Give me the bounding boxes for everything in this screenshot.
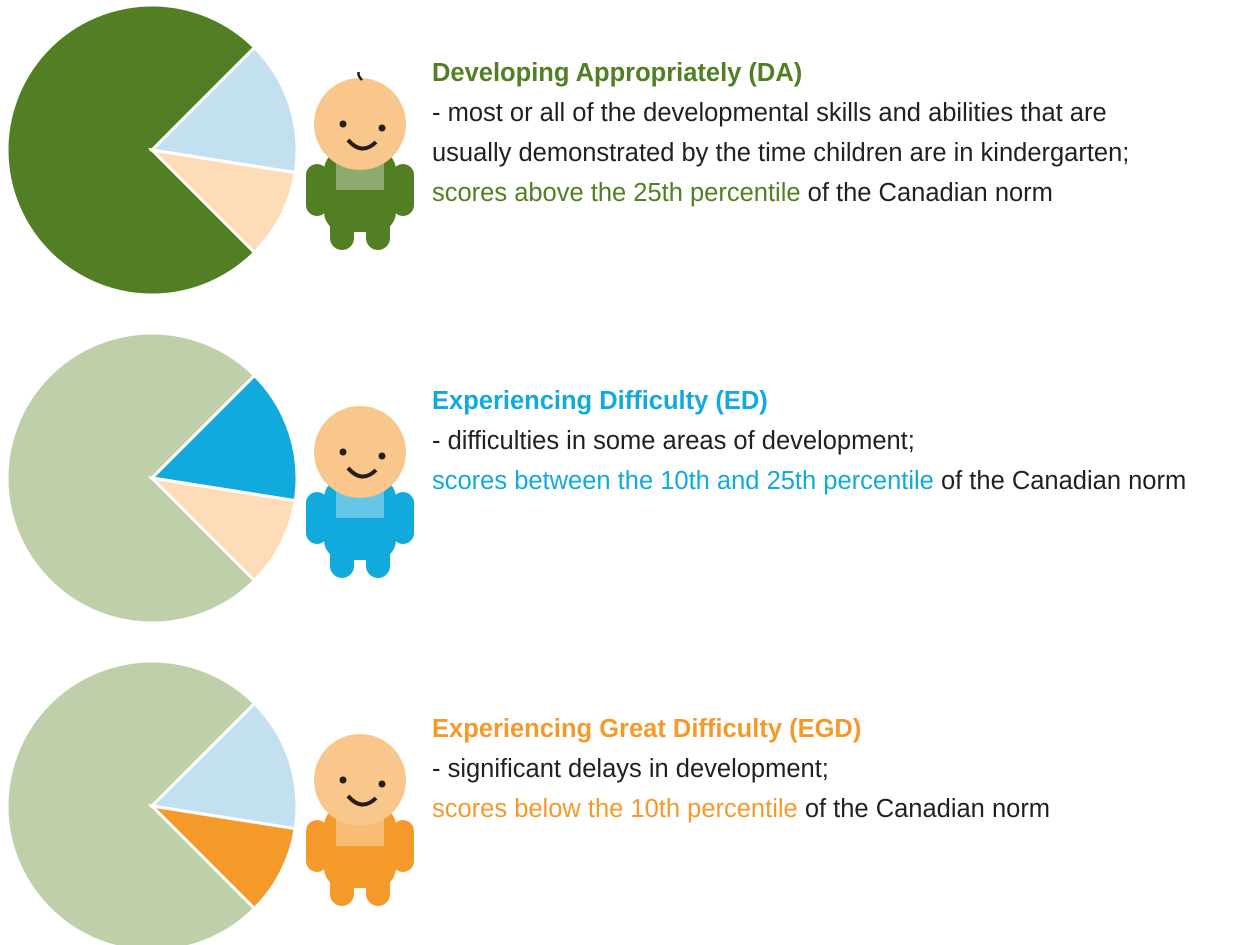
pie-chart: [0, 0, 300, 300]
baby-icon: [300, 72, 420, 252]
baby-icon: [300, 400, 420, 580]
legend-item: Developing Appropriately (DA) - most or …: [432, 53, 1192, 213]
description: - most or all of the developmental skill…: [432, 93, 1192, 213]
highlight: scores below the 10th percentile: [432, 795, 798, 823]
description: - difficulties in some areas of developm…: [432, 421, 1202, 501]
heading: Developing Appropriately (DA): [432, 53, 1192, 93]
heading: Experiencing Great Difficulty (EGD): [432, 709, 1242, 749]
description: - significant delays in development; scor…: [432, 749, 1242, 829]
text: of the Canadian norm: [805, 795, 1050, 823]
baby-icon: [300, 728, 420, 908]
page: Developing Appropriately (DA) - most or …: [0, 0, 1245, 945]
text: - most or all of the developmental skill…: [432, 99, 1129, 167]
legend-item: Experiencing Difficulty (ED) - difficult…: [432, 381, 1202, 501]
text: of the Canadian norm: [808, 179, 1053, 207]
text: - difficulties in some areas of developm…: [432, 427, 915, 455]
highlight: scores above the 25th percentile: [432, 179, 801, 207]
legend-item: Experiencing Great Difficulty (EGD) - si…: [432, 709, 1242, 829]
text: - significant delays in development;: [432, 755, 829, 783]
highlight: scores between the 10th and 25th percent…: [432, 467, 934, 495]
heading: Experiencing Difficulty (ED): [432, 381, 1202, 421]
pie-chart: [0, 328, 300, 628]
pie-chart: [0, 656, 300, 945]
text: of the Canadian norm: [941, 467, 1186, 495]
